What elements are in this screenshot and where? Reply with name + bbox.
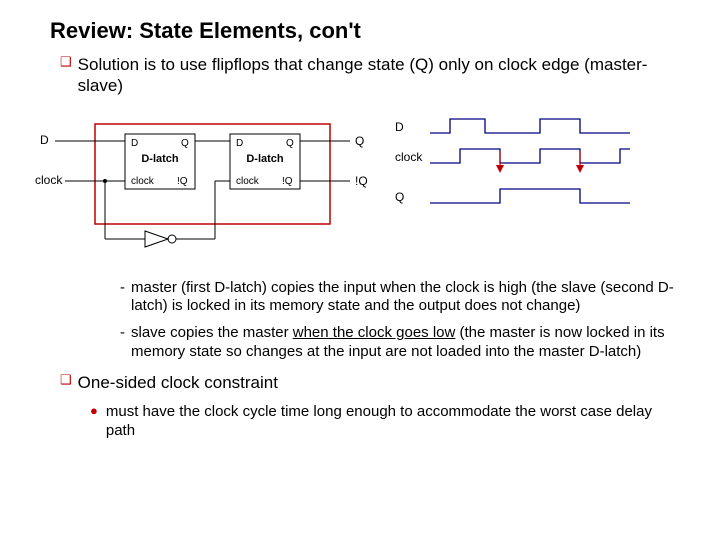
svg-text:D-latch: D-latch	[246, 153, 284, 165]
explain-2-text: slave copies the master when the clock g…	[131, 324, 680, 362]
bullet-2: ❑ One-sided clock constraint	[60, 372, 680, 393]
svg-text:clock: clock	[395, 150, 423, 164]
flipflop-diagram: DQD-latchclock!QDQD-latchclock!QDclockQ!…	[50, 109, 680, 269]
svg-text:clock: clock	[236, 176, 260, 187]
svg-text:D: D	[131, 138, 138, 149]
svg-text:!Q: !Q	[355, 174, 368, 188]
svg-text:clock: clock	[131, 176, 155, 187]
svg-text:Q: Q	[181, 138, 189, 149]
svg-text:Q: Q	[395, 190, 404, 204]
svg-text:D: D	[236, 138, 243, 149]
explain-item-1: - master (first D-latch) copies the inpu…	[120, 279, 680, 317]
sub-bullet-1: ● must have the clock cycle time long en…	[90, 403, 680, 441]
svg-text:D: D	[395, 120, 404, 134]
bullet-2-text: One-sided clock constraint	[78, 372, 278, 393]
svg-text:D-latch: D-latch	[141, 153, 179, 165]
bullet-marker: ❑	[60, 372, 72, 393]
explain-1-text: master (first D-latch) copies the input …	[131, 279, 680, 317]
bullet-marker: ❑	[60, 54, 72, 97]
svg-text:Q: Q	[286, 138, 294, 149]
svg-text:clock: clock	[35, 173, 63, 187]
explanation-list: - master (first D-latch) copies the inpu…	[120, 279, 680, 362]
svg-text:D: D	[40, 133, 49, 147]
svg-text:Q: Q	[355, 134, 364, 148]
explain-item-2: - slave copies the master when the clock…	[120, 324, 680, 362]
slide-title: Review: State Elements, con't	[50, 18, 680, 44]
sub-bullet-text: must have the clock cycle time long enou…	[106, 403, 680, 441]
bullet-1-text: Solution is to use flipflops that change…	[78, 54, 680, 97]
sub-bullet-marker: ●	[90, 403, 98, 441]
svg-text:!Q: !Q	[177, 176, 188, 187]
bullet-1: ❑ Solution is to use flipflops that chan…	[60, 54, 680, 97]
svg-text:!Q: !Q	[282, 176, 293, 187]
